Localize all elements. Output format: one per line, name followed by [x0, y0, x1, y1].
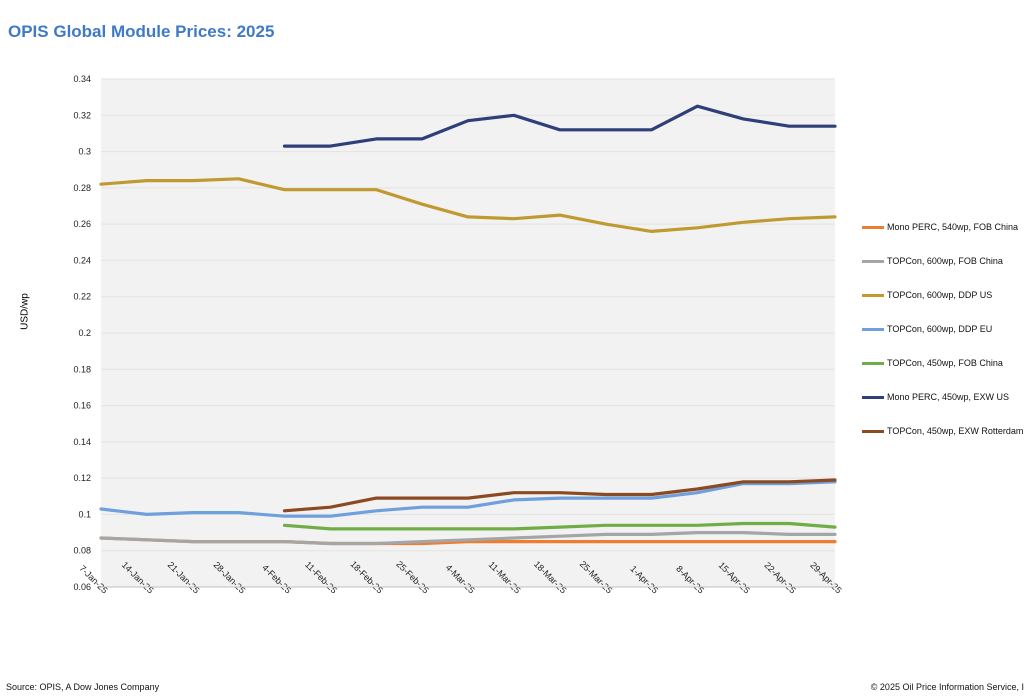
legend-swatch [862, 429, 884, 433]
legend-label: TOPCon, 450wp, EXW Rotterdam [887, 426, 1024, 436]
series-line [99, 480, 837, 518]
legend-item: Mono PERC, 450wp, EXW US [862, 380, 1024, 414]
legend-label: TOPCon, 600wp, DDP US [887, 290, 993, 300]
y-tick-label: 0.1 [78, 509, 91, 519]
legend-swatch [862, 361, 884, 365]
legend-item: TOPCon, 600wp, DDP EU [862, 312, 1024, 346]
copyright-note: © 2025 Oil Price Information Service, I [870, 682, 1024, 692]
legend-item: Mono PERC, 540wp, FOB China [862, 210, 1024, 244]
page-title: OPIS Global Module Prices: 2025 [8, 22, 275, 41]
legend-item: TOPCon, 600wp, DDP US [862, 278, 1024, 312]
series-line [282, 478, 837, 513]
y-tick-label: 0.16 [73, 401, 91, 411]
legend-label: TOPCon, 600wp, DDP EU [887, 324, 993, 334]
y-tick-label: 0.08 [73, 546, 91, 556]
y-tick-label: 0.34 [73, 74, 91, 84]
series-line [99, 177, 837, 233]
legend-swatch [862, 327, 884, 331]
legend-label: Mono PERC, 450wp, EXW US [887, 392, 1010, 402]
source-note: Source: OPIS, A Dow Jones Company [6, 682, 160, 692]
y-tick-label: 0.24 [73, 255, 91, 265]
series-line [282, 104, 837, 148]
legend-item: TOPCon, 450wp, EXW Rotterdam [862, 414, 1024, 448]
y-tick-label: 0.32 [73, 110, 91, 120]
legend-label: TOPCon, 450wp, FOB China [887, 358, 1003, 368]
legend-label: TOPCon, 600wp, FOB China [887, 256, 1003, 266]
legend-swatch [862, 225, 884, 229]
y-tick-label: 0.28 [73, 183, 91, 193]
gridlines [101, 78, 835, 552]
series-lines [99, 104, 837, 546]
legend-swatch [862, 259, 884, 263]
legend-item: TOPCon, 450wp, FOB China [862, 346, 1024, 380]
legend: Mono PERC, 540wp, FOB China TOPCon, 600wp… [862, 210, 1024, 448]
y-tick-label: 0.06 [73, 582, 91, 592]
legend-item: TOPCon, 600wp, FOB China [862, 244, 1024, 278]
legend-swatch [862, 293, 884, 297]
y-tick-label: 0.18 [73, 364, 91, 374]
series-line [282, 521, 837, 531]
series-line [99, 531, 837, 546]
y-tick-label: 0.14 [73, 437, 91, 447]
legend-swatch [862, 395, 884, 399]
y-tick-label: 0.26 [73, 219, 91, 229]
y-tick-label: 0.3 [78, 147, 91, 157]
y-tick-label: 0.22 [73, 292, 91, 302]
y-tick-label: 0.12 [73, 473, 91, 483]
y-tick-label: 0.2 [78, 328, 91, 338]
y-axis-ticks: 0.06 0.08 0.1 0.12 0.14 0.16 0.18 0.2 0.22 0.24 0.… [73, 74, 91, 592]
legend-label: Mono PERC, 540wp, FOB China [887, 222, 1019, 232]
